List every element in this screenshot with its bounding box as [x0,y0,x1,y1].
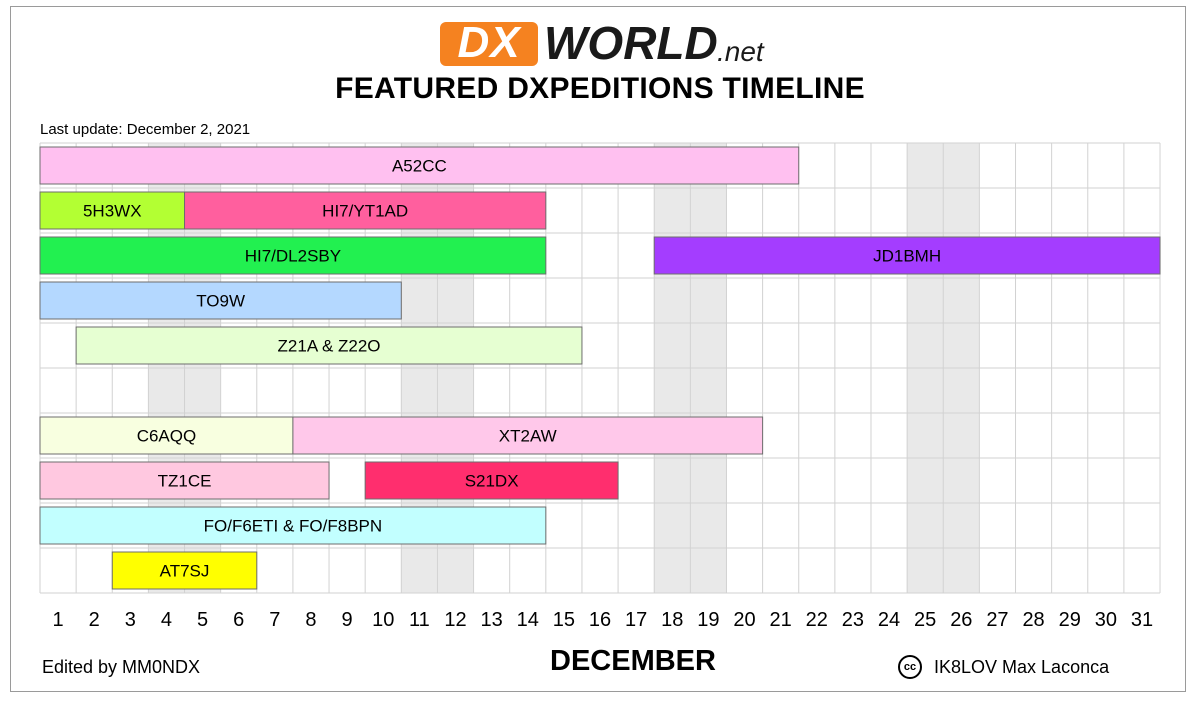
x-tick-label: 23 [842,609,864,631]
x-tick-label: 3 [125,609,136,631]
timeline-bar [39,506,547,545]
x-tick-label: 30 [1095,609,1117,631]
timeline-bar [39,281,402,320]
x-tick-label: 10 [372,609,394,631]
author-credit: cc IK8LOV Max Laconca [898,652,1109,682]
timeline-bar [364,461,619,500]
x-tick-label: 9 [342,609,353,631]
timeline-bar [653,236,1161,275]
x-tick-label: 28 [1022,609,1044,631]
chart-frame [10,6,1186,692]
bar-label: XT2AW [499,427,557,446]
bar-label: C6AQQ [137,427,197,446]
x-tick-label: 18 [661,609,683,631]
x-tick-label: 20 [733,609,755,631]
logo-dx-text: DX [457,18,521,67]
timeline-bar [39,416,294,455]
bar-label: S21DX [465,472,519,491]
bar-label: AT7SJ [160,562,210,581]
x-tick-label: 27 [986,609,1008,631]
x-tick-label: 17 [625,609,647,631]
x-tick-label: 24 [878,609,900,631]
x-tick-label: 8 [305,609,316,631]
logo-dx-badge [440,22,538,66]
timeline-bar [39,191,186,230]
x-tick-label: 21 [770,609,792,631]
logo-net-text: .net [717,36,764,67]
x-tick-label: 11 [409,609,430,631]
timeline-bar [184,191,547,230]
timeline-bar [39,146,800,185]
bar-label: HI7/YT1AD [322,202,408,221]
timeline-bar [111,551,258,590]
chart-title: FEATURED DXPEDITIONS TIMELINE [335,72,865,105]
x-tick-label: 16 [589,609,611,631]
x-tick-label: 25 [914,609,936,631]
x-tick-label: 14 [517,609,539,631]
x-tick-label: 5 [197,609,208,631]
x-tick-label: 31 [1131,609,1153,631]
editor-credit: Edited by MM0NDX [42,657,201,677]
x-tick-label: 22 [806,609,828,631]
bar-label: 5H3WX [83,202,142,221]
creative-commons-icon: cc [898,655,922,679]
bar-label: JD1BMH [873,247,941,266]
bar-label: TZ1CE [158,472,212,491]
timeline-bar [39,461,330,500]
x-tick-label: 2 [89,609,100,631]
x-tick-label: 6 [233,609,244,631]
logo-world-text: WORLD [544,17,718,69]
bar-label: FO/F6ETI & FO/F8BPN [204,517,383,536]
x-tick-label: 1 [53,609,64,631]
x-tick-label: 13 [481,609,503,631]
x-tick-label: 29 [1059,609,1081,631]
x-tick-label: 7 [269,609,280,631]
last-update-text: Last update: December 2, 2021 [40,121,251,138]
x-tick-label: 4 [161,609,172,631]
bar-label: HI7/DL2SBY [245,247,341,266]
x-tick-label: 15 [553,609,575,631]
bar-label: TO9W [196,292,245,311]
bar-label: Z21A & Z22O [278,337,381,356]
author-credit-text: IK8LOV Max Laconca [934,656,1110,677]
x-tick-label: 12 [444,609,466,631]
timeline-bar [292,416,764,455]
x-tick-label: 26 [950,609,972,631]
x-axis-label-month: DECEMBER [550,645,716,677]
bar-label: A52CC [392,157,447,176]
x-tick-label: 19 [697,609,719,631]
timeline-bar [39,236,547,275]
timeline-bar [75,326,583,365]
